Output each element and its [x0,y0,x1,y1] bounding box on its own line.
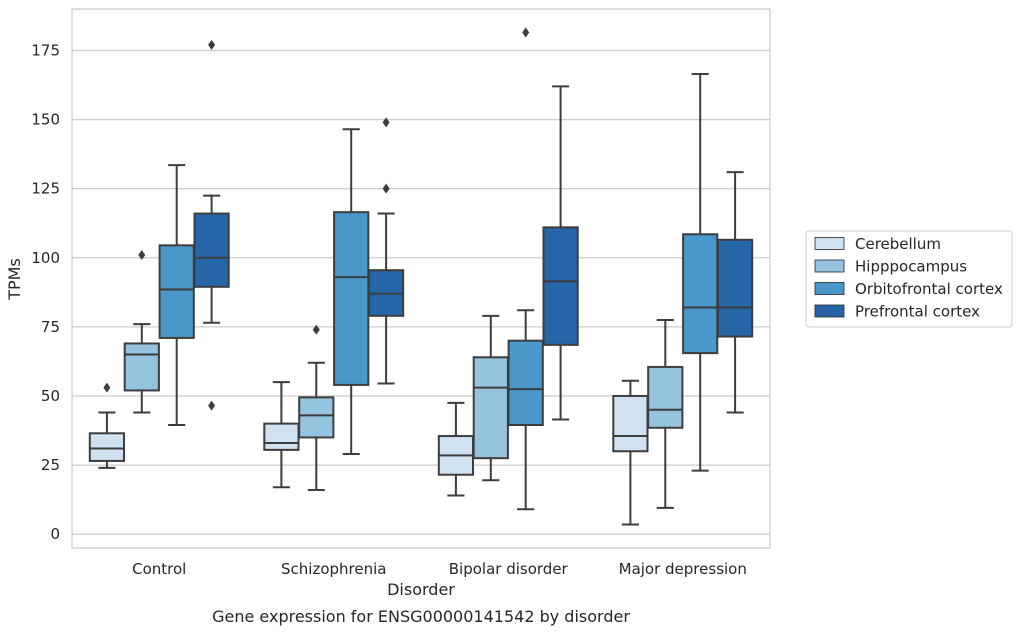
box-bipolar-disorder-cerebellum [437,401,475,497]
x-tick-labels: Control Schizophrenia Bipolar disorder Majo… [132,560,747,578]
x-tick-label-bipolar-disorder: Bipolar disorder [449,560,569,578]
y-tick-label-0: 0 [50,525,60,543]
box-control-orbitofrontal-cortex [158,164,195,426]
box-major-depression-cerebellum-iqr [612,394,649,453]
box-schizophrenia-orbitofrontal-cortex [333,128,370,456]
box-control-cerebellum-iqr [88,432,126,462]
boxes [88,27,754,526]
legend-swatch-prefrontal-cortex [814,304,845,318]
box-major-depression-orbitofrontal-cortex [682,72,719,472]
legend-swatch-orbitofrontal-cortex [814,282,845,295]
box-schizophrenia-prefrontal-cortex [367,117,405,385]
legend: Cerebellum Hipppocampus Orbitofrontal cort… [805,230,1013,328]
box-bipolar-disorder-hipppocampus [472,314,509,482]
y-tick-labels: 0 25 50 75 100 125 150 175 [31,41,60,543]
box-control-prefrontal-cortex-outlier-0 [208,39,216,50]
box-major-depression-cerebellum [612,379,649,526]
box-bipolar-disorder-orbitofrontal-cortex [507,27,544,511]
box-schizophrenia-hipppocampus-iqr [298,396,335,439]
y-tick-label-175: 175 [31,41,60,59]
legend-frame [805,230,1013,328]
box-control-orbitofrontal-cortex-iqr [158,244,195,339]
box-schizophrenia-hipppocampus-outlier-0 [312,324,320,335]
box-major-depression-prefrontal-cortex [716,171,754,414]
y-tick-label-100: 100 [31,249,60,267]
box-bipolar-disorder-prefrontal-cortex-iqr [542,226,579,346]
box-schizophrenia-prefrontal-cortex-outlier-0 [382,117,390,128]
box-major-depression-orbitofrontal-cortex-iqr [682,233,719,355]
x-tick-label-major-depression: Major depression [619,560,747,578]
box-major-depression-hipppocampus-iqr [647,365,684,429]
legend-label-cerebellum: Cerebellum [855,235,941,253]
box-bipolar-disorder-orbitofrontal-cortex-iqr [507,339,544,426]
box-schizophrenia-cerebellum [263,381,300,489]
box-control-prefrontal-cortex [193,39,230,411]
legend-label-orbitofrontal-cortex: Orbitofrontal cortex [855,280,1003,298]
legend-swatch-hipppocampus [814,259,845,273]
plot-frame [71,8,771,549]
x-axis-label: Disorder [387,580,455,599]
box-control-prefrontal-cortex-iqr [193,212,230,288]
legend-label-prefrontal-cortex: Prefrontal cortex [855,303,980,321]
box-bipolar-disorder-prefrontal-cortex [542,85,579,421]
box-schizophrenia-cerebellum-iqr [263,422,300,451]
box-schizophrenia-prefrontal-cortex-outlier-1 [382,183,390,194]
box-bipolar-disorder-orbitofrontal-cortex-outlier-0 [522,27,530,38]
box-control-hipppocampus [123,250,160,414]
y-axis-label: TPMs [5,258,24,301]
box-control-hipppocampus-iqr [123,342,160,392]
box-control-prefrontal-cortex-outlier-1 [208,400,216,411]
chart-caption: Gene expression for ENSG00000141542 by d… [212,607,630,626]
box-major-depression-hipppocampus [647,318,684,509]
x-tick-label-schizophrenia: Schizophrenia [281,560,386,578]
box-control-hipppocampus-outlier-0 [138,250,146,261]
y-tick-label-75: 75 [41,318,60,336]
box-schizophrenia-orbitofrontal-cortex-iqr [333,211,370,386]
legend-label-hipppocampus: Hipppocampus [855,258,967,276]
y-tick-label-125: 125 [31,180,60,198]
y-tick-label-150: 150 [31,111,60,129]
box-control-cerebellum-outlier-0 [103,382,111,393]
box-control-cerebellum [88,382,126,469]
box-major-depression-prefrontal-cortex-iqr [716,238,754,338]
legend-swatch-cerebellum [814,237,845,250]
box-bipolar-disorder-hipppocampus-iqr [472,356,509,460]
box-schizophrenia-hipppocampus [298,324,335,491]
x-tick-label-control: Control [132,560,186,578]
y-tick-label-50: 50 [41,387,60,405]
y-tick-label-25: 25 [41,456,60,474]
